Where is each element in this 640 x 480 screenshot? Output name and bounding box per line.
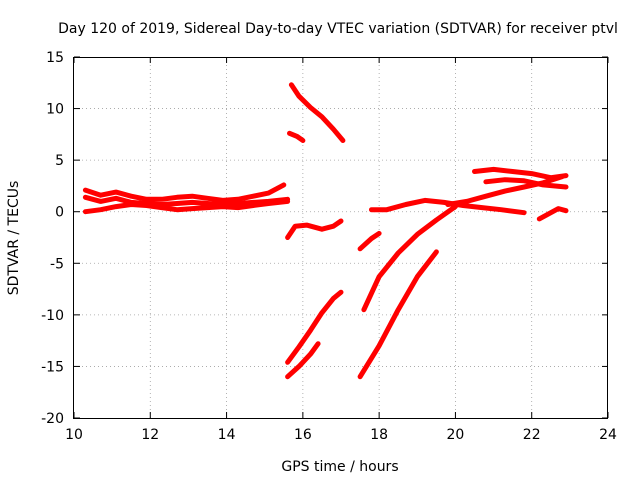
data-series-arc-1: [82, 182, 287, 203]
y-tick-label: -20: [41, 411, 64, 427]
data-series-arc-5: [287, 130, 306, 143]
data-series-arc-8: [285, 341, 321, 380]
x-tick-label: 24: [599, 427, 617, 443]
data-series-arc-12: [369, 197, 527, 216]
y-tick-label: 10: [46, 102, 64, 118]
series-layer: [82, 82, 569, 380]
data-series-arc-15: [483, 177, 569, 190]
data-series-arc-11: [357, 249, 439, 380]
x-tick-label: 10: [65, 427, 83, 443]
y-tick-label: 0: [55, 205, 64, 221]
x-tick-label: 16: [294, 427, 312, 443]
data-series-arc-2: [82, 194, 291, 207]
chart-title: Day 120 of 2019, Sidereal Day-to-day VTE…: [58, 21, 618, 37]
data-series-arc-7: [285, 289, 344, 365]
data-series-arc-6: [285, 218, 344, 240]
x-tick-label: 12: [141, 427, 159, 443]
data-series-arc-4: [288, 82, 346, 143]
y-tick-label: 5: [55, 153, 64, 169]
tick-layer: 10 12 14 16 18 20 22 24 -20 -15 -10 -5 0 5 10 15: [41, 50, 617, 443]
y-tick-label: -5: [50, 256, 64, 272]
data-series-arc-10: [361, 204, 458, 313]
grid-layer: [74, 57, 608, 418]
data-series-arc-14: [472, 166, 569, 181]
data-series-arc-3: [82, 198, 291, 215]
data-series-arc-16: [536, 206, 569, 222]
y-axis-label: SDTVAR / TECUs: [6, 181, 22, 296]
plot-frame: [73, 57, 608, 419]
x-tick-label: 22: [523, 427, 541, 443]
y-tick-label: -10: [41, 308, 64, 324]
x-axis-label: GPS time / hours: [281, 459, 398, 475]
x-tick-label: 18: [370, 427, 388, 443]
y-tick-label: -15: [41, 359, 64, 375]
x-tick-label: 20: [447, 427, 465, 443]
x-tick-label: 14: [218, 427, 236, 443]
y-tick-label: 15: [46, 50, 64, 66]
data-series-arc-9: [357, 230, 382, 252]
